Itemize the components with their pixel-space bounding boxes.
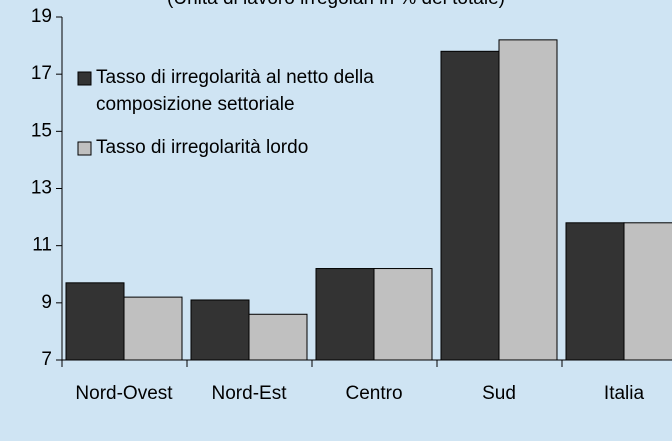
y-tick-label: 9 bbox=[41, 292, 52, 313]
bar bbox=[498, 39, 558, 361]
bar bbox=[248, 313, 308, 361]
chart-subtitle: (Unità di lavoro irregolari in % del tot… bbox=[0, 0, 672, 10]
x-tick-label: Nord-Ovest bbox=[75, 383, 173, 404]
bar bbox=[65, 282, 125, 361]
legend-swatch bbox=[77, 141, 92, 156]
y-tick-label: 15 bbox=[31, 120, 52, 141]
bar bbox=[623, 222, 672, 361]
y-tick-label: 17 bbox=[31, 63, 52, 84]
bar bbox=[565, 222, 625, 361]
x-tick-label: Italia bbox=[603, 383, 645, 404]
y-tick-label: 19 bbox=[31, 6, 52, 27]
y-tick-label: 13 bbox=[31, 178, 52, 199]
legend-swatch bbox=[77, 71, 92, 86]
bar bbox=[373, 268, 433, 361]
legend-label: Tasso di irregolarità al netto della com… bbox=[96, 67, 374, 115]
legend-label: Tasso di irregolarità lordo bbox=[96, 137, 309, 158]
x-tick-label: Centro bbox=[345, 383, 403, 404]
x-tick-label: Nord-Est bbox=[211, 383, 287, 404]
bar bbox=[315, 268, 375, 361]
y-tick-label: 7 bbox=[41, 349, 52, 370]
bar bbox=[440, 50, 500, 361]
bar bbox=[123, 296, 183, 361]
x-tick-label: Sud bbox=[482, 383, 516, 404]
y-tick-label: 11 bbox=[32, 235, 52, 256]
bar bbox=[190, 299, 250, 361]
